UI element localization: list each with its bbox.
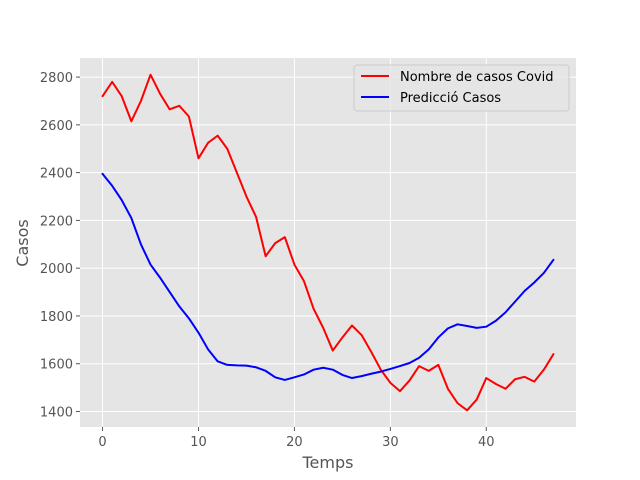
y-tick-label: 2000 — [40, 262, 73, 277]
x-tick-label: 40 — [478, 435, 495, 450]
plot-background — [80, 58, 576, 427]
y-tick-label: 1400 — [40, 405, 73, 420]
x-axis-ticks: 0 10 20 30 40 — [98, 427, 495, 450]
series-line-covid — [101, 73, 555, 412]
y-axis-ticks: 1400 1600 1800 2000 2200 2400 2600 2800 — [40, 71, 80, 420]
x-tick-label: 0 — [98, 435, 106, 450]
y-tick-label: 1800 — [40, 310, 73, 325]
y-tick-label: 2400 — [40, 167, 73, 182]
y-axis-label: Casos — [13, 219, 32, 266]
y-tick-label: 2200 — [40, 214, 73, 229]
x-tick-label: 30 — [382, 435, 399, 450]
legend-box — [353, 64, 570, 112]
x-axis-label: Temps — [302, 453, 354, 472]
series-lines — [101, 73, 555, 412]
legend-label-prediction: Predicció Casos — [400, 91, 501, 106]
grid-lines — [80, 58, 576, 427]
x-tick-label: 20 — [286, 435, 303, 450]
y-tick-label: 1600 — [40, 358, 73, 373]
legend-label-covid: Nombre de casos Covid — [400, 70, 554, 85]
x-tick-label: 10 — [190, 435, 207, 450]
y-tick-label: 2600 — [40, 119, 73, 134]
series-line-prediction — [101, 172, 555, 381]
legend: Nombre de casos Covid Predicció Casos — [353, 64, 570, 112]
y-tick-label: 2800 — [40, 71, 73, 86]
